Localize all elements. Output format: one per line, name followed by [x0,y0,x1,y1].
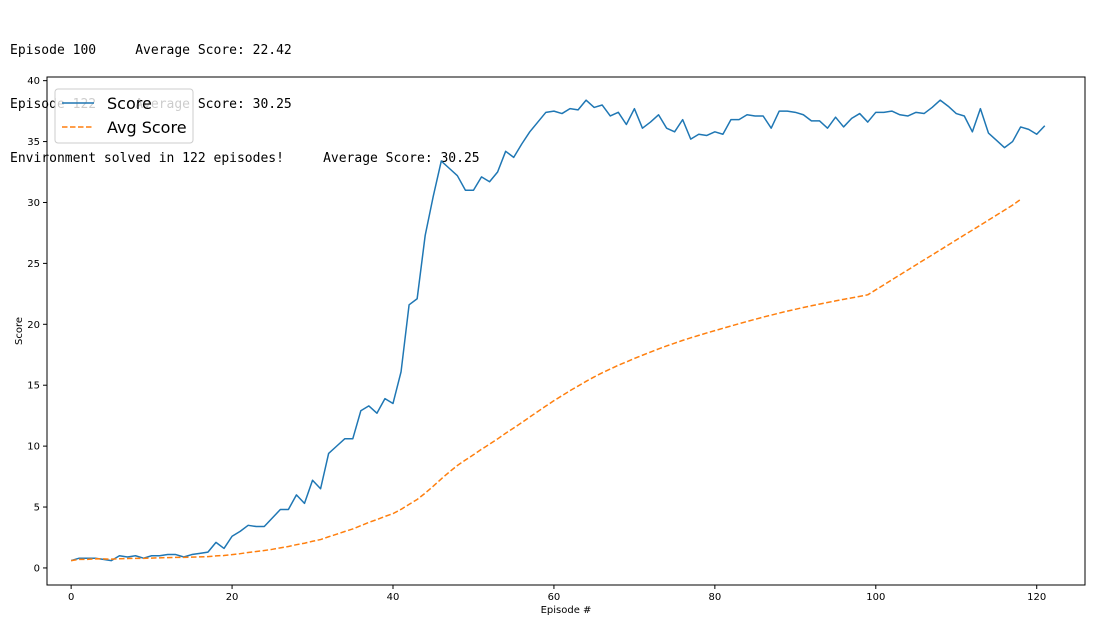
x-tick-label: 20 [226,592,239,603]
x-tick-label: 100 [866,592,885,603]
y-tick-label: 10 [27,442,40,453]
y-axis: 0 5 10 15 20 25 30 35 40 [27,76,47,574]
log-line: Episode 100 Average Score: 22.42 [10,43,292,58]
log-line: Environment solved in 122 episodes! Aver… [10,151,480,166]
y-tick-label: 35 [27,137,40,148]
y-tick-label: 25 [27,259,40,270]
y-tick-label: 15 [27,381,40,392]
series-line-avg-score [71,198,1022,562]
x-axis-label: Episode # [541,605,592,616]
x-axis: 0 20 40 60 80 100 120 [68,585,1046,603]
y-tick-label: 5 [34,503,40,514]
x-tick-label: 0 [68,592,74,603]
series-line-score [70,99,1046,562]
y-tick-label: 0 [34,563,40,574]
legend: Score Avg Score [54,88,194,144]
y-tick-label: 40 [27,76,40,87]
y-axis-label: Score [14,317,25,345]
x-tick-label: 40 [387,592,400,603]
y-tick-label: 30 [27,198,40,209]
plot-frame [46,76,1086,586]
x-tick-label: 120 [1027,592,1046,603]
x-tick-label: 80 [708,592,721,603]
series-layer [70,99,1046,562]
x-tick-label: 60 [548,592,561,603]
legend-label-avg-score: Avg Score [107,118,187,137]
legend-label-score: Score [107,94,152,113]
y-tick-label: 20 [27,320,40,331]
